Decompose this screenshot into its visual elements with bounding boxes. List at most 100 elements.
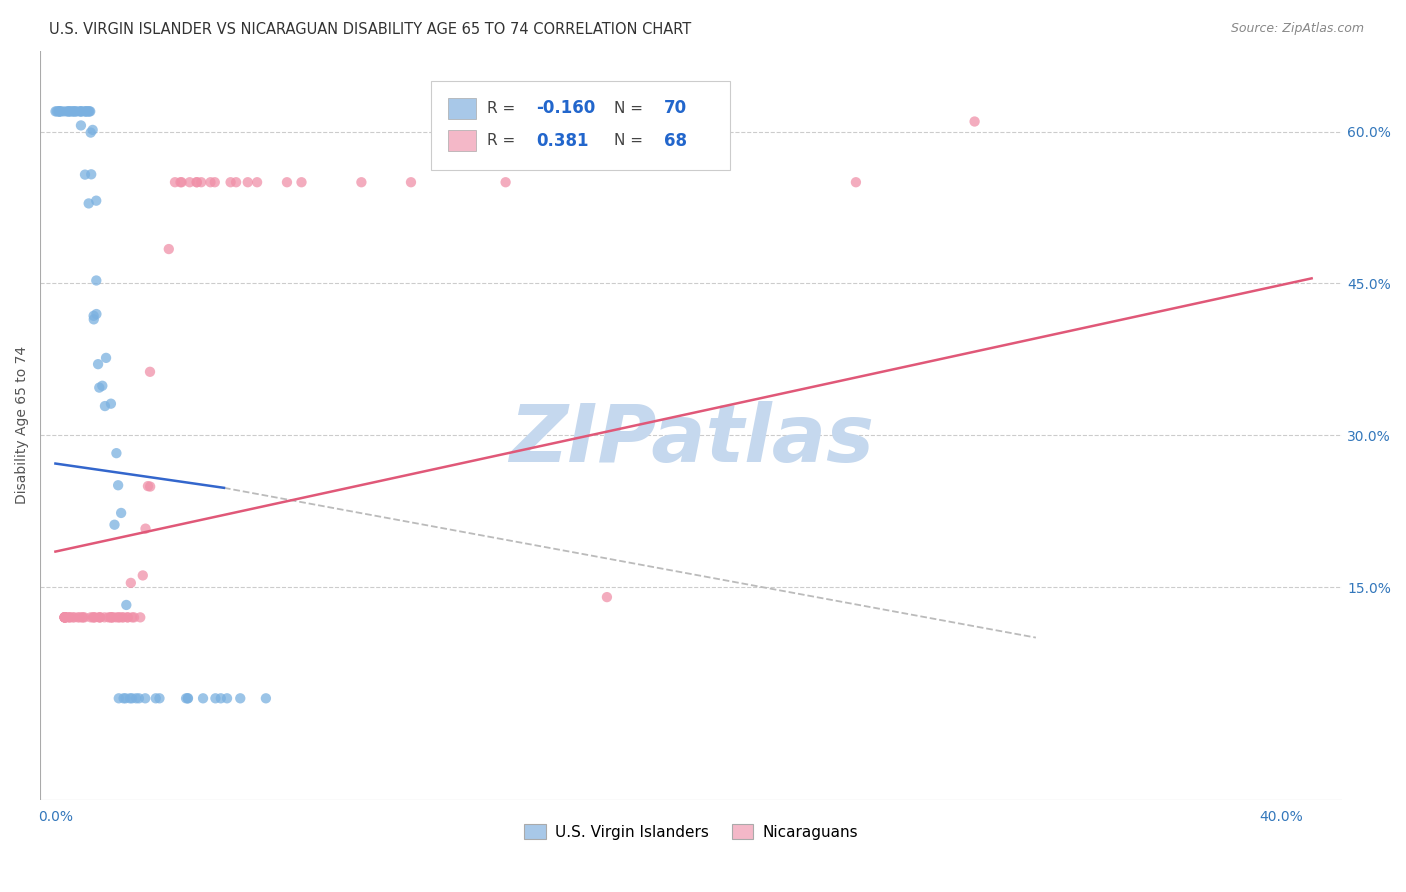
Point [200, 175, 222, 189]
Point [136, 479, 159, 493]
Point [79, 126, 101, 140]
Point [52, 104, 75, 119]
Point [111, 610, 134, 624]
Text: N =: N = [614, 101, 648, 116]
Point [120, 575, 142, 590]
Point [49, 104, 72, 119]
Point [62, 104, 84, 119]
Point [114, 691, 136, 706]
Point [110, 506, 132, 520]
Point [79, 104, 101, 119]
Point [69, 104, 91, 119]
Point [83, 312, 105, 326]
Point [139, 479, 162, 493]
Point [80, 167, 103, 181]
Point [75, 104, 97, 119]
Text: 70: 70 [664, 99, 688, 118]
Point [83, 610, 105, 624]
Point [53, 610, 76, 624]
Point [117, 610, 139, 624]
Point [169, 175, 191, 189]
Point [179, 175, 201, 189]
Point [79, 610, 101, 624]
Y-axis label: Disability Age 65 to 74: Disability Age 65 to 74 [15, 346, 30, 504]
Point [53, 610, 76, 624]
Point [59, 610, 82, 624]
Legend: U.S. Virgin Islanders, Nicaraguans: U.S. Virgin Islanders, Nicaraguans [519, 818, 865, 846]
Point [69, 610, 91, 624]
Point [229, 691, 252, 706]
Point [55, 610, 77, 624]
Point [84, 194, 107, 208]
Point [125, 691, 148, 706]
Point [107, 610, 129, 624]
Point [91, 378, 114, 392]
Point [70, 610, 93, 624]
Point [174, 691, 197, 706]
Point [100, 610, 122, 624]
Point [72, 610, 94, 624]
Point [177, 691, 200, 706]
Point [246, 175, 269, 189]
Point [83, 309, 105, 323]
Point [77, 196, 100, 211]
Point [157, 242, 180, 256]
Point [100, 397, 122, 411]
Point [290, 175, 312, 189]
Point [350, 175, 373, 189]
Point [100, 610, 122, 624]
Point [225, 175, 247, 189]
Point [170, 175, 193, 189]
Point [108, 610, 131, 624]
Point [53, 610, 76, 624]
Point [73, 168, 96, 182]
Point [49, 104, 72, 119]
Point [122, 610, 145, 624]
Point [53, 610, 76, 624]
Text: 0.381: 0.381 [536, 131, 589, 150]
Point [82, 610, 104, 624]
Text: U.S. VIRGIN ISLANDER VS NICARAGUAN DISABILITY AGE 65 TO 74 CORRELATION CHART: U.S. VIRGIN ISLANDER VS NICARAGUAN DISAB… [49, 22, 692, 37]
Point [66, 610, 89, 624]
Point [112, 610, 135, 624]
Point [107, 478, 129, 492]
Point [276, 175, 298, 189]
Point [186, 175, 208, 189]
Point [53, 610, 76, 624]
Point [204, 691, 226, 706]
Point [134, 691, 156, 706]
Point [254, 691, 277, 706]
Point [69, 104, 91, 119]
Point [59, 104, 82, 119]
Point [121, 691, 143, 706]
Point [103, 517, 125, 532]
Point [145, 691, 167, 706]
Point [101, 610, 124, 624]
Point [97, 610, 120, 624]
Point [399, 175, 422, 189]
Point [65, 104, 87, 119]
Point [84, 610, 107, 624]
Point [209, 691, 232, 706]
Point [70, 119, 93, 133]
Bar [447, 130, 477, 151]
Point [89, 610, 111, 624]
Point [132, 568, 155, 582]
Point [139, 365, 162, 379]
Point [63, 104, 86, 119]
Point [117, 610, 139, 624]
Point [148, 691, 170, 706]
Point [93, 610, 115, 624]
Point [89, 381, 111, 395]
Point [76, 104, 98, 119]
Point [204, 175, 226, 189]
Text: -0.160: -0.160 [536, 99, 596, 118]
Point [236, 175, 259, 189]
Point [56, 104, 79, 119]
Point [89, 610, 111, 624]
Point [219, 175, 242, 189]
Point [84, 273, 107, 287]
Text: 68: 68 [664, 131, 688, 150]
Point [82, 123, 104, 137]
Point [134, 522, 156, 536]
